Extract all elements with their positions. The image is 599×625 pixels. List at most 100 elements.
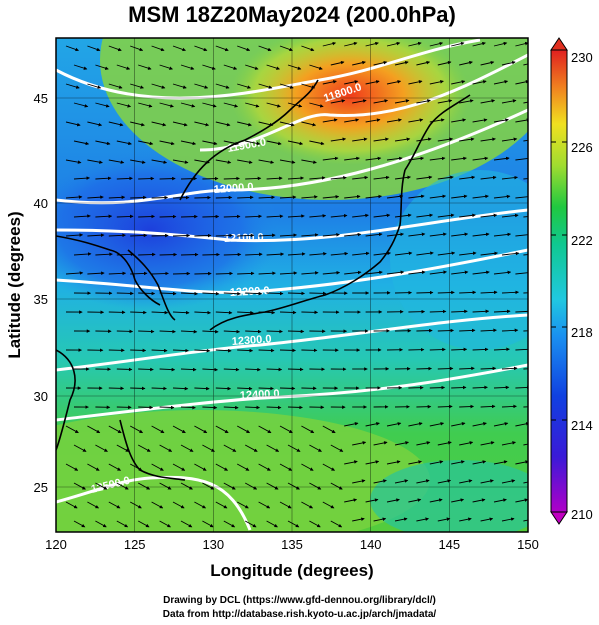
wind-vector	[215, 425, 229, 434]
wind-vector	[416, 517, 429, 522]
wind-vector	[451, 347, 468, 352]
wind-vector	[493, 347, 510, 352]
wind-vector	[151, 233, 169, 238]
wind-vector	[330, 175, 347, 180]
wind-vector	[95, 102, 110, 108]
wind-vector	[459, 213, 476, 218]
wind-vector	[301, 501, 314, 509]
colorbar-top-triangle	[550, 37, 568, 51]
wind-vector	[223, 405, 239, 410]
wind-vector	[65, 463, 79, 471]
wind-vector	[266, 444, 280, 452]
wind-vector	[258, 121, 274, 127]
wind-vector	[223, 329, 241, 334]
wind-vector	[459, 517, 472, 522]
wind-vector	[151, 271, 169, 276]
wind-vector	[523, 519, 528, 522]
wind-vector	[472, 41, 486, 47]
wind-vector	[437, 441, 452, 446]
wind-vector	[309, 64, 323, 70]
wind-vector	[279, 271, 298, 275]
wind-vector	[373, 60, 388, 66]
wind-vector	[501, 290, 519, 295]
wind-vector	[202, 367, 218, 372]
wind-vector	[515, 80, 528, 85]
wind-vector	[373, 251, 391, 256]
wind-vector	[373, 517, 387, 522]
wind-vector	[493, 422, 509, 427]
wind-vector	[180, 64, 195, 70]
wind-vector	[172, 348, 189, 353]
wind-vector	[159, 252, 178, 257]
coastlines	[56, 79, 471, 481]
wind-vector	[108, 501, 121, 509]
wind-vector	[172, 159, 189, 164]
wind-vector	[215, 195, 233, 200]
wind-vector	[287, 444, 301, 452]
wind-vector	[202, 252, 220, 257]
wind-vector	[73, 64, 88, 70]
x-tick-label: 150	[517, 537, 539, 552]
wind-vector	[501, 328, 519, 333]
wind-vector	[73, 444, 87, 452]
wind-vector	[87, 83, 102, 89]
wind-vector	[451, 80, 466, 85]
wind-vector	[472, 422, 487, 427]
wind-vector	[437, 517, 451, 522]
y-tick-label: 30	[34, 389, 48, 404]
wind-vector	[480, 175, 497, 180]
colorbar-tick-label: 218	[571, 325, 593, 340]
wind-vector	[501, 251, 520, 256]
wind-vector	[108, 159, 125, 164]
wind-vector	[472, 232, 490, 237]
wind-vector	[451, 156, 467, 161]
wind-vector	[451, 232, 469, 237]
wind-vector	[108, 83, 123, 89]
wind-vector	[116, 444, 130, 452]
wind-vector	[116, 367, 133, 372]
wind-vector	[73, 482, 86, 490]
wind-vector	[194, 233, 212, 238]
wind-vector	[451, 118, 467, 123]
wind-vector	[279, 425, 293, 434]
contour-lines	[56, 38, 528, 531]
wind-vector	[95, 214, 113, 219]
wind-vector	[116, 252, 135, 257]
wind-vector	[258, 45, 272, 52]
wind-vector	[202, 444, 215, 452]
contour-line	[56, 208, 528, 243]
wind-vector	[116, 329, 134, 334]
wind-vector	[215, 348, 232, 353]
wind-vector	[523, 63, 528, 66]
wind-vector	[159, 444, 173, 452]
wind-vector	[408, 194, 425, 199]
wind-vector	[266, 252, 285, 256]
wind-vector	[493, 498, 507, 503]
colorbar-tick-label: 230	[571, 50, 593, 65]
wind-vector	[266, 64, 280, 70]
wind-vector	[344, 422, 359, 427]
wind-vector	[394, 60, 409, 66]
wind-vector	[523, 330, 528, 332]
wind-vector	[416, 213, 434, 218]
wind-vector	[515, 196, 528, 199]
wind-vector	[202, 482, 215, 490]
wind-vector	[194, 501, 207, 509]
wind-vector	[159, 405, 175, 410]
wind-vector	[138, 405, 154, 410]
y-tick-label: 25	[34, 480, 48, 495]
wind-vector	[108, 271, 127, 276]
wind-vector	[480, 251, 498, 256]
wind-vector	[309, 214, 327, 218]
wind-vector	[429, 385, 446, 390]
wind-vector	[138, 252, 156, 257]
wind-vector	[151, 83, 166, 89]
wind-vector	[73, 520, 86, 528]
wind-vector	[459, 404, 475, 409]
wind-vector	[287, 140, 304, 146]
wind-vector	[194, 121, 210, 127]
wind-vector	[245, 140, 261, 146]
wind-vector	[130, 310, 147, 315]
wind-vector	[108, 121, 124, 127]
colorbar-bottom-triangle	[550, 511, 568, 525]
